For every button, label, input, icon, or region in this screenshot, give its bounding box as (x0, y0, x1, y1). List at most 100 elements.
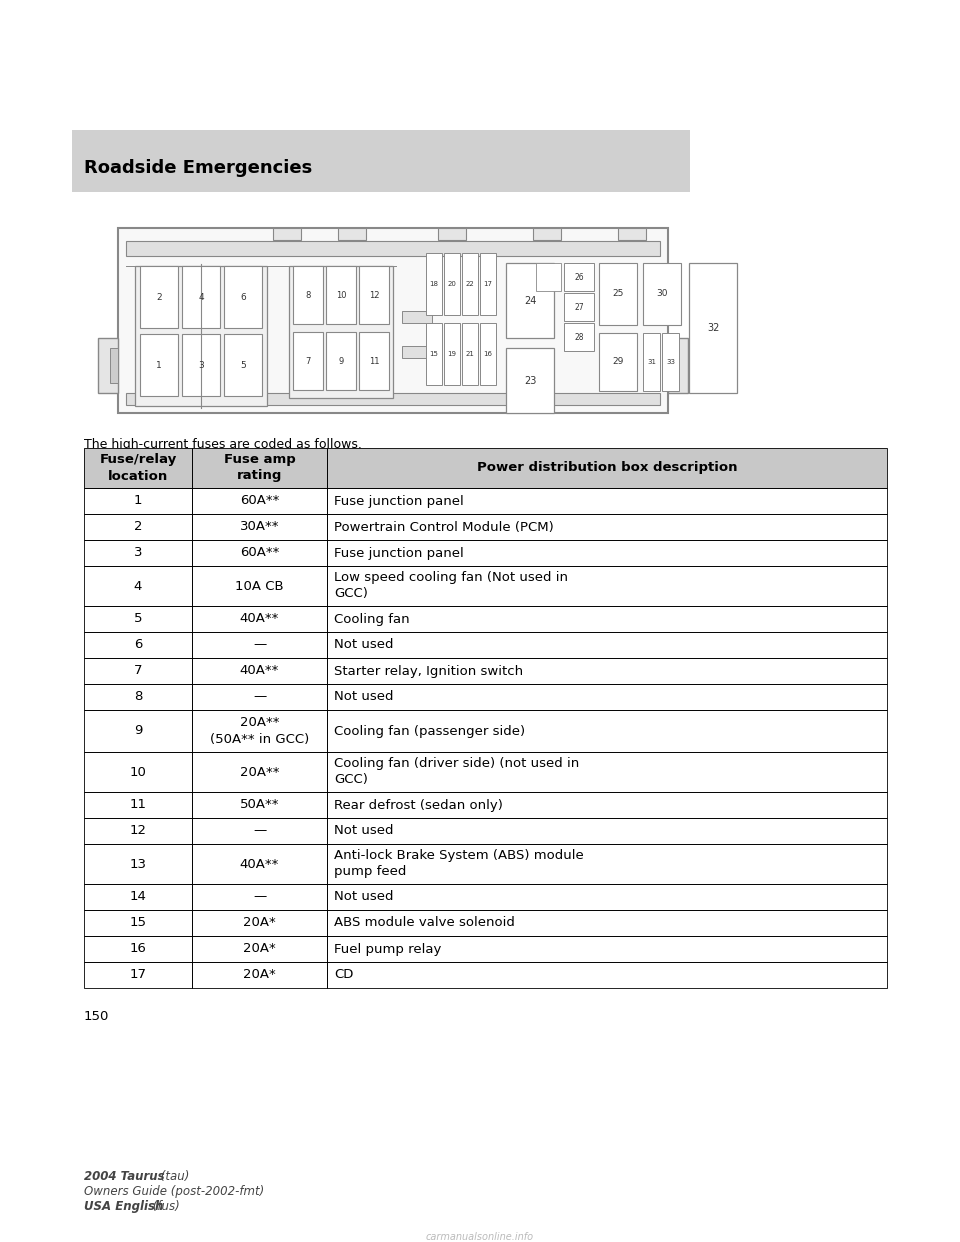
Bar (192, 540, 327, 566)
Bar (462, 323, 478, 385)
Bar (327, 963, 887, 987)
Bar (192, 684, 327, 710)
Bar (402, 310, 432, 323)
Bar (326, 332, 356, 390)
Bar (84, 632, 192, 658)
Bar (84, 658, 192, 684)
Bar (426, 323, 442, 385)
Bar (192, 910, 327, 936)
Text: Fuse/relay
location: Fuse/relay location (100, 453, 177, 482)
Bar (327, 514, 887, 540)
Text: Not used: Not used (334, 691, 394, 703)
Text: Fuse junction panel: Fuse junction panel (334, 494, 464, 508)
Bar (192, 606, 327, 632)
Bar (359, 266, 389, 324)
Text: 1: 1 (133, 494, 142, 508)
Text: —: — (252, 891, 266, 903)
Text: 16: 16 (484, 351, 492, 356)
Bar (327, 658, 887, 684)
Bar (135, 266, 267, 406)
Text: Not used: Not used (334, 825, 394, 837)
Text: 10: 10 (130, 765, 147, 779)
Bar (327, 606, 887, 632)
Bar (536, 263, 561, 291)
Bar (643, 263, 681, 325)
Bar (327, 540, 887, 566)
Bar (84, 448, 192, 488)
Text: Cooling fan (passenger side): Cooling fan (passenger side) (334, 724, 525, 738)
Text: 12: 12 (369, 291, 379, 299)
Bar (618, 229, 646, 240)
Bar (533, 229, 561, 240)
Bar (140, 266, 178, 328)
Text: 16: 16 (130, 943, 147, 955)
Bar (506, 263, 554, 338)
Bar (444, 323, 460, 385)
Text: 22: 22 (466, 281, 474, 287)
Bar (327, 884, 887, 910)
Text: 24: 24 (524, 296, 537, 306)
Text: 3: 3 (198, 360, 204, 370)
Bar (564, 293, 594, 320)
Text: 29: 29 (612, 358, 624, 366)
Text: 4: 4 (133, 580, 142, 592)
Text: 15: 15 (429, 351, 439, 356)
Bar (126, 392, 660, 405)
Bar (182, 266, 220, 328)
Bar (289, 266, 393, 397)
Bar (327, 632, 887, 658)
Bar (192, 963, 327, 987)
Text: 21: 21 (466, 351, 474, 356)
Text: Fuse junction panel: Fuse junction panel (334, 546, 464, 559)
Text: (tau): (tau) (157, 1170, 189, 1182)
Bar (293, 266, 323, 324)
Bar (84, 488, 192, 514)
Text: 20A*: 20A* (243, 917, 276, 929)
Bar (327, 488, 887, 514)
Text: 10: 10 (336, 291, 347, 299)
Text: 5: 5 (133, 612, 142, 626)
Bar (293, 332, 323, 390)
Bar (327, 710, 887, 751)
Text: Roadside Emergencies: Roadside Emergencies (84, 159, 312, 178)
Text: Not used: Not used (334, 891, 394, 903)
Bar (224, 266, 262, 328)
Text: 2004 Taurus: 2004 Taurus (84, 1170, 164, 1182)
Text: carmanualsonline.info: carmanualsonline.info (426, 1232, 534, 1242)
Text: Anti-lock Brake System (ABS) module
pump feed: Anti-lock Brake System (ABS) module pump… (334, 850, 584, 878)
Bar (192, 792, 327, 818)
Text: 20A**
(50A** in GCC): 20A** (50A** in GCC) (210, 717, 309, 745)
Text: 33: 33 (666, 359, 675, 365)
Text: 18: 18 (429, 281, 439, 287)
Text: 11: 11 (130, 799, 147, 811)
Bar (84, 684, 192, 710)
Bar (192, 751, 327, 792)
Bar (689, 263, 737, 392)
Bar (84, 845, 192, 884)
Text: Not used: Not used (334, 638, 394, 652)
Text: Power distribution box description: Power distribution box description (477, 462, 737, 474)
Text: ABS module valve solenoid: ABS module valve solenoid (334, 917, 515, 929)
Text: 10A CB: 10A CB (235, 580, 284, 592)
Text: 60A**: 60A** (240, 494, 279, 508)
Text: 25: 25 (612, 289, 624, 298)
Text: Powertrain Control Module (PCM): Powertrain Control Module (PCM) (334, 520, 554, 534)
Text: 2: 2 (156, 293, 162, 302)
Text: 7: 7 (133, 664, 142, 677)
Bar (84, 448, 192, 488)
Text: 40A**: 40A** (240, 857, 279, 871)
Bar (192, 710, 327, 751)
Bar (564, 323, 594, 351)
Bar (480, 253, 496, 315)
Bar (327, 818, 887, 845)
Text: 3: 3 (133, 546, 142, 559)
Bar (327, 684, 887, 710)
Text: 30: 30 (657, 289, 668, 298)
Bar (72, 130, 690, 193)
Text: Cooling fan (driver side) (not used in
GCC): Cooling fan (driver side) (not used in G… (334, 758, 579, 786)
Text: 2: 2 (133, 520, 142, 534)
Text: 5: 5 (240, 360, 246, 370)
Bar (192, 566, 327, 606)
Bar (327, 566, 887, 606)
Text: 23: 23 (524, 375, 537, 385)
